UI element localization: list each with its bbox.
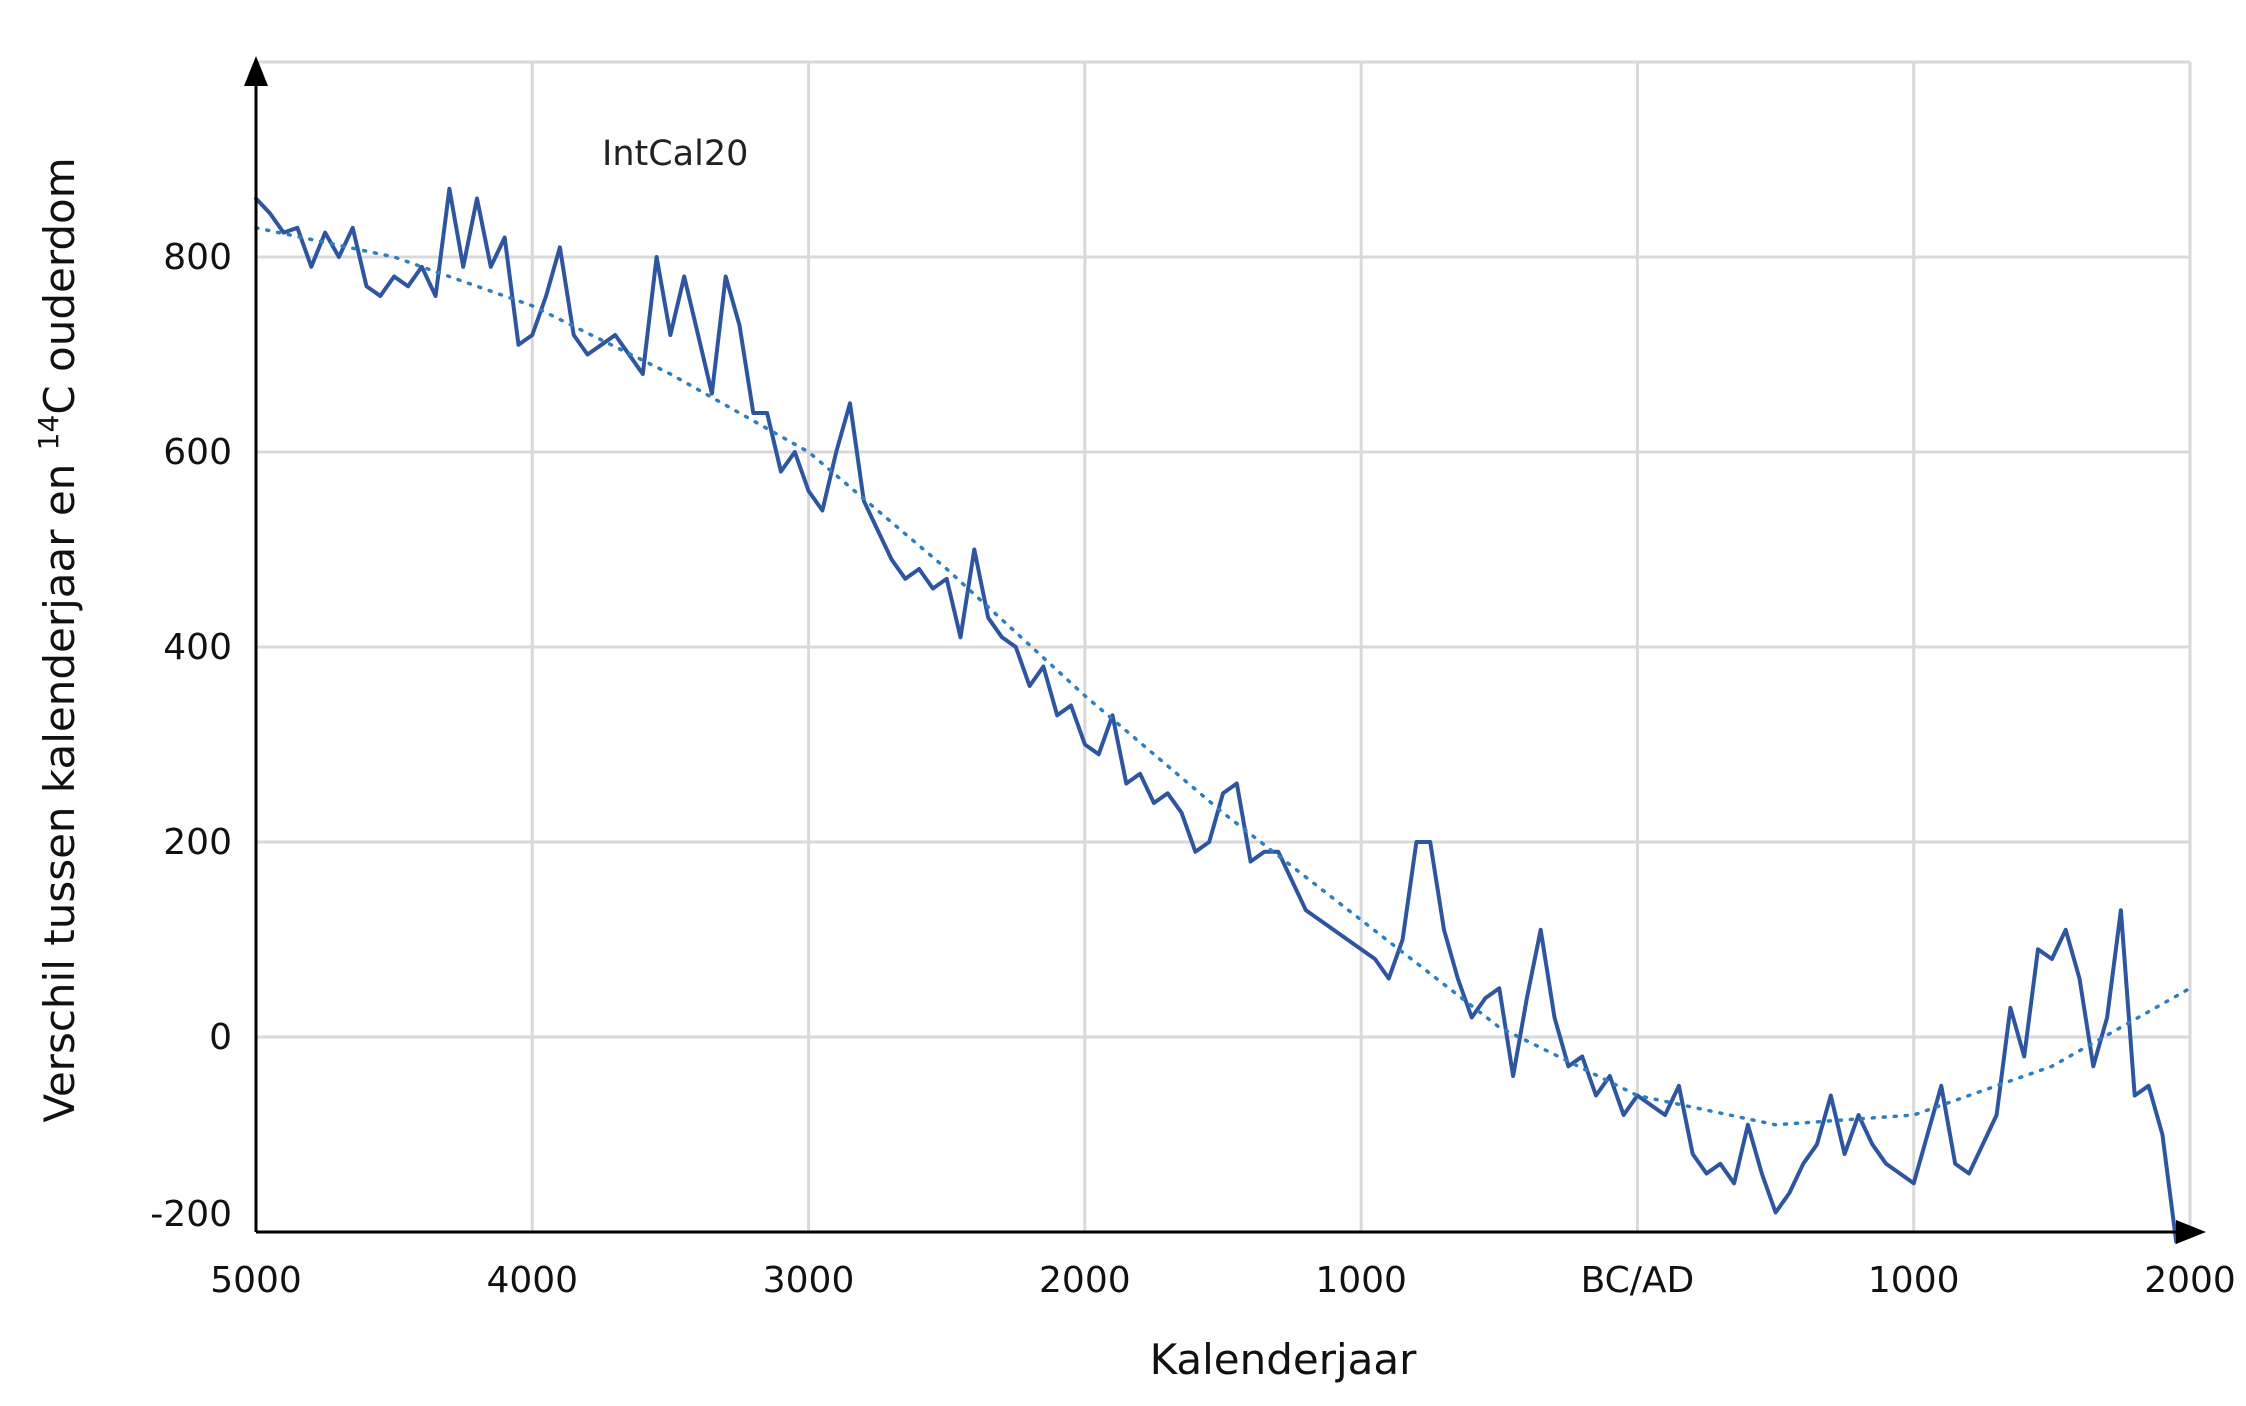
y-axis-title-prefix: Verschil tussen kalenderjaar en	[35, 450, 84, 1122]
y-tick-label: 800	[163, 237, 232, 278]
x-tick-label: 5000	[210, 1260, 302, 1301]
x-tick-label: 1000	[1315, 1260, 1407, 1301]
grid-lines	[254, 60, 2192, 1232]
y-tick-label: -200	[150, 1194, 232, 1235]
y-axis-arrowhead	[244, 56, 268, 86]
x-tick-label: 1000	[1868, 1260, 1960, 1301]
x-tick-label: 2000	[1039, 1260, 1131, 1301]
x-tick-label: 2000	[2144, 1260, 2236, 1301]
tick-labels: 5000 4000 3000 2000 1000 BC/AD 1000 20008006004…	[150, 237, 2236, 1301]
x-tick-label: 4000	[486, 1260, 578, 1301]
chart-annotation: IntCal20	[602, 134, 748, 174]
x-axis-title: Kalenderjaar	[1150, 1335, 1418, 1384]
y-tick-label: 200	[163, 822, 232, 863]
x-tick-label: BC/AD	[1581, 1260, 1695, 1301]
y-axis-title-superscript: 14	[32, 415, 65, 451]
y-tick-label: 400	[163, 627, 232, 668]
intcal-curve	[254, 186, 2179, 1244]
x-axis-arrowhead	[2176, 1220, 2206, 1244]
trend-line	[254, 226, 2192, 1127]
y-tick-label: 0	[209, 1017, 232, 1058]
series-layer	[254, 186, 2192, 1244]
y-axis-title: Verschil tussen kalenderjaar en 14C oude…	[32, 157, 85, 1122]
x-tick-label: 3000	[763, 1260, 855, 1301]
y-axis-title-suffix: C ouderdom	[35, 157, 84, 414]
y-tick-label: 600	[163, 432, 232, 473]
axes	[244, 56, 2206, 1244]
